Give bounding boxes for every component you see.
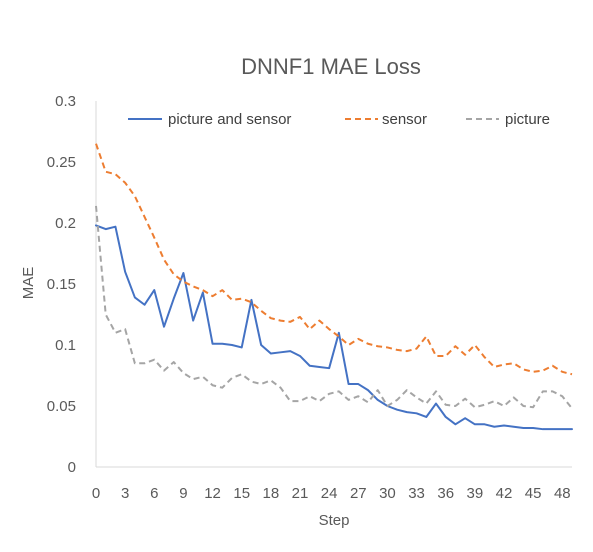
x-tick-label: 9 [179,485,187,502]
y-tick-label: 0.1 [55,337,76,354]
y-tick-label: 0.05 [47,398,76,415]
x-tick-label: 0 [92,485,100,502]
y-tick-label: 0.25 [47,154,76,171]
y-axis: 0 0.05 0.1 0.15 0.2 0.25 0.3 [47,93,76,476]
y-tick-label: 0.2 [55,215,76,232]
plot-area [95,101,572,468]
x-tick-label: 33 [408,485,425,502]
x-tick-label: 6 [150,485,158,502]
y-tick-label: 0 [68,459,76,476]
y-axis-label: MAE [20,267,37,300]
x-tick-label: 39 [467,485,484,502]
x-tick-label: 42 [496,485,513,502]
x-axis: 0 3 6 9 12 15 18 21 24 27 30 33 36 39 42 45 48 [92,485,571,502]
x-tick-label: 24 [321,485,338,502]
x-tick-label: 36 [437,485,454,502]
x-tick-label: 30 [379,485,396,502]
series-line-picture-and-sensor [95,224,573,431]
x-tick-label: 15 [233,485,250,502]
x-tick-label: 12 [204,485,221,502]
x-tick-label: 18 [263,485,280,502]
legend-label: picture [505,111,550,128]
legend: picture and sensor sensor picture [128,111,550,128]
series-group [95,143,573,431]
x-tick-label: 45 [525,485,542,502]
x-axis-label: Step [319,512,350,529]
x-tick-label: 48 [554,485,571,502]
y-tick-label: 0.3 [55,93,76,110]
series-line-picture [95,205,573,410]
series-line-sensor [95,143,573,376]
legend-label: picture and sensor [168,111,291,128]
x-tick-label: 27 [350,485,367,502]
x-tick-label: 3 [121,485,129,502]
x-tick-label: 21 [292,485,309,502]
y-tick-label: 0.15 [47,276,76,293]
legend-label: sensor [382,111,427,128]
chart-title: DNNF1 MAE Loss [241,54,421,79]
